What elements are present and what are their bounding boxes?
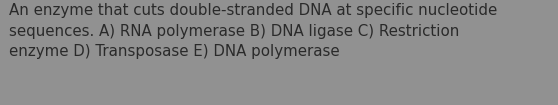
Text: An enzyme that cuts double-stranded DNA at specific nucleotide
sequences. A) RNA: An enzyme that cuts double-stranded DNA …: [9, 3, 497, 59]
